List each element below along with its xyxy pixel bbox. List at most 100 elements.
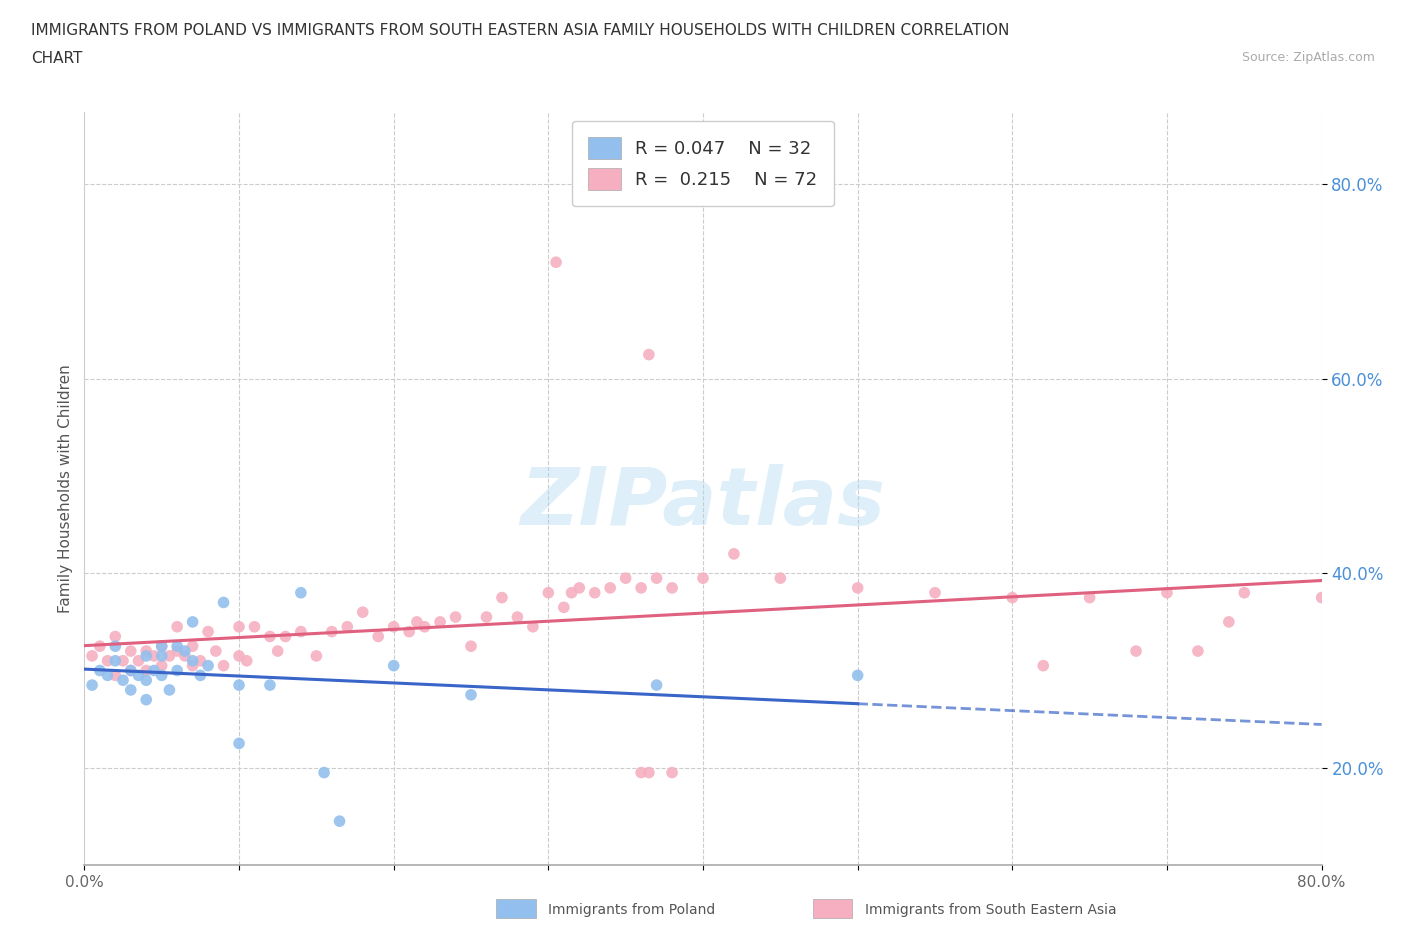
Point xyxy=(460,687,482,702)
Point xyxy=(305,648,328,663)
Point xyxy=(243,619,266,634)
Point xyxy=(692,571,714,586)
Point xyxy=(112,672,135,687)
Point xyxy=(166,663,188,678)
Point xyxy=(212,658,235,673)
Text: Immigrants from South Eastern Asia: Immigrants from South Eastern Asia xyxy=(865,902,1116,917)
Point xyxy=(614,571,637,586)
Point xyxy=(104,654,127,669)
Point xyxy=(174,644,197,658)
Point xyxy=(104,639,127,654)
Point xyxy=(645,571,668,586)
Point xyxy=(367,629,389,644)
Point xyxy=(546,255,568,270)
Point xyxy=(143,648,166,663)
Point xyxy=(352,604,374,619)
Point xyxy=(235,654,259,669)
Point xyxy=(583,585,606,600)
Point xyxy=(661,765,683,780)
Point xyxy=(630,765,652,780)
Y-axis label: Family Households with Children: Family Households with Children xyxy=(58,364,73,613)
Point xyxy=(127,654,149,669)
Point xyxy=(228,648,250,663)
Point xyxy=(429,615,451,630)
Point xyxy=(1078,591,1101,605)
Point xyxy=(127,668,149,683)
Point xyxy=(259,629,281,644)
Point xyxy=(188,668,211,683)
Point xyxy=(382,658,405,673)
Text: ZIPatlas: ZIPatlas xyxy=(520,464,886,542)
Point xyxy=(1156,585,1178,600)
Point xyxy=(205,644,228,658)
Point xyxy=(212,595,235,610)
Point xyxy=(599,580,621,595)
Point xyxy=(197,624,219,639)
Point xyxy=(1187,644,1209,658)
Point xyxy=(1310,591,1333,605)
Point xyxy=(522,619,544,634)
Point xyxy=(228,678,250,693)
Point xyxy=(460,639,482,654)
Point xyxy=(553,600,575,615)
Point xyxy=(188,654,211,669)
Point xyxy=(135,644,157,658)
Point xyxy=(290,624,312,639)
Point xyxy=(506,609,529,624)
Point xyxy=(537,585,560,600)
Point xyxy=(560,585,583,600)
Point xyxy=(312,765,335,780)
Point xyxy=(1032,658,1054,673)
Point xyxy=(150,639,173,654)
Point xyxy=(89,639,111,654)
Point xyxy=(150,658,173,673)
Point xyxy=(637,765,661,780)
Point xyxy=(181,615,204,630)
Point xyxy=(398,624,420,639)
Point xyxy=(104,629,127,644)
Point xyxy=(413,619,436,634)
Point xyxy=(181,658,204,673)
Point xyxy=(924,585,946,600)
Point xyxy=(82,678,104,693)
Point xyxy=(475,609,498,624)
Point xyxy=(120,683,142,698)
Point xyxy=(143,663,166,678)
Point xyxy=(267,644,290,658)
Point xyxy=(405,615,427,630)
Point xyxy=(645,678,668,693)
Point xyxy=(846,668,869,683)
Text: Source: ZipAtlas.com: Source: ZipAtlas.com xyxy=(1241,51,1375,64)
Point xyxy=(1125,644,1147,658)
Point xyxy=(661,580,683,595)
Point xyxy=(274,629,297,644)
Point xyxy=(96,668,118,683)
Point xyxy=(166,619,188,634)
Text: IMMIGRANTS FROM POLAND VS IMMIGRANTS FROM SOUTH EASTERN ASIA FAMILY HOUSEHOLDS W: IMMIGRANTS FROM POLAND VS IMMIGRANTS FRO… xyxy=(31,23,1010,38)
Point xyxy=(1233,585,1256,600)
Text: CHART: CHART xyxy=(31,51,83,66)
Point xyxy=(382,619,405,634)
Point xyxy=(228,736,250,751)
Point xyxy=(491,591,513,605)
Point xyxy=(568,580,591,595)
Point xyxy=(120,644,142,658)
Point xyxy=(290,585,312,600)
Point xyxy=(328,814,352,829)
Point xyxy=(637,347,661,362)
Point xyxy=(1001,591,1024,605)
Point xyxy=(259,678,281,693)
Point xyxy=(197,658,219,673)
Point xyxy=(769,571,792,586)
Point xyxy=(181,654,204,669)
Point xyxy=(135,663,157,678)
Point xyxy=(120,663,142,678)
Point xyxy=(630,580,652,595)
Point xyxy=(723,547,745,562)
Point xyxy=(135,648,157,663)
Point xyxy=(159,648,180,663)
Point xyxy=(104,668,127,683)
Point xyxy=(159,683,180,698)
Point xyxy=(1218,615,1240,630)
Point xyxy=(174,648,197,663)
